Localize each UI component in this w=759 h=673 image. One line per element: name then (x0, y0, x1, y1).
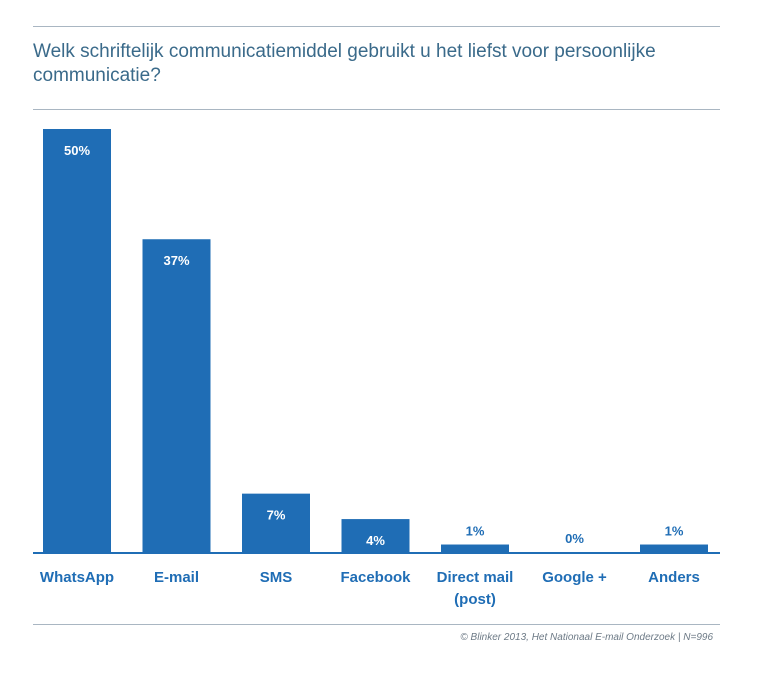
chart-title: Welk schriftelijk communicatiemiddel geb… (33, 41, 656, 86)
bar-1 (43, 129, 111, 553)
footer-divider (33, 624, 720, 625)
value-label-2: 37% (163, 253, 189, 268)
value-label-5: 1% (466, 524, 485, 539)
labels-group: WhatsApp E-mail SMS Facebook Direct mail (pos… (40, 569, 700, 608)
bar-4 (341, 519, 410, 553)
title-divider (33, 109, 720, 110)
top-divider (33, 26, 720, 27)
value-label-3: 7% (267, 508, 286, 523)
category-label-2: E-mail (154, 569, 199, 586)
category-label-1: WhatsApp (40, 569, 114, 586)
category-label-4: Facebook (340, 569, 411, 586)
bar-3 (242, 493, 310, 553)
bar-7 (640, 544, 708, 553)
category-label-5-line-2: (post) (454, 591, 496, 608)
category-label-6: Google + (542, 569, 607, 586)
bar-2 (142, 239, 211, 554)
bar-5 (441, 544, 509, 553)
value-label-6: 0% (565, 531, 584, 546)
category-label-7: Anders (648, 569, 700, 586)
category-label-5-line-1: Direct mail (437, 569, 514, 586)
bars-group: 50% 37% 7% 4% 1% 0% 1% (43, 129, 708, 554)
category-label-3: SMS (260, 569, 293, 586)
value-label-7: 1% (665, 524, 684, 539)
value-label-4: 4% (366, 533, 385, 548)
value-label-1: 50% (64, 143, 90, 158)
source-note: © Blinker 2013, Het Nationaal E-mail Ond… (460, 632, 713, 643)
